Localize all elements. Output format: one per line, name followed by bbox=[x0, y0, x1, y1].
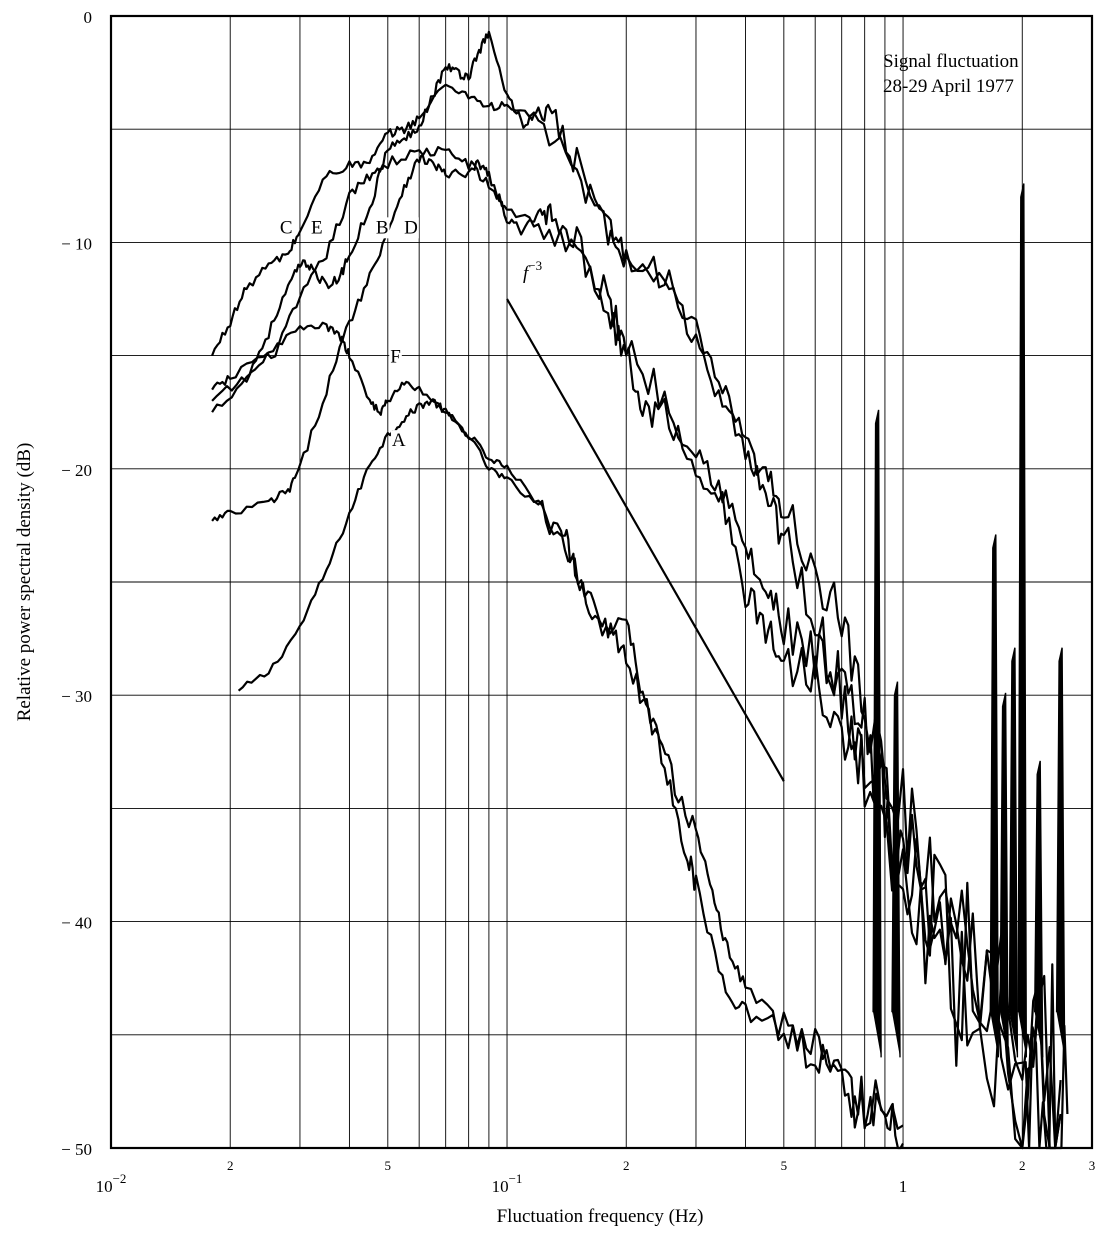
y-tick-label: − 30 bbox=[61, 687, 92, 706]
y-axis-title: Relative power spectral density (dB) bbox=[14, 443, 35, 722]
series-C-line bbox=[211, 83, 1062, 1150]
x-major-tick-label: 1 bbox=[899, 1177, 908, 1196]
x-minor-tick-label: 5 bbox=[385, 1158, 392, 1173]
x-minor-tick-label: 5 bbox=[781, 1158, 788, 1173]
y-tick-label: − 40 bbox=[61, 914, 92, 933]
y-tick-label: − 20 bbox=[61, 461, 92, 480]
spectral-spike bbox=[989, 534, 999, 1058]
spectral-spike bbox=[1008, 647, 1019, 1058]
x-major-tick-label: 10−2 bbox=[96, 1171, 127, 1196]
spectral-spike bbox=[891, 681, 901, 1058]
series-B-line bbox=[211, 146, 1069, 1150]
x-minor-tick-label: 2 bbox=[227, 1158, 234, 1173]
series-label-background bbox=[310, 217, 324, 239]
series-label-C: C bbox=[280, 217, 293, 238]
spectral-spike bbox=[1034, 760, 1044, 1058]
annotation: Signal fluctuation 28-29 April 1977 bbox=[883, 51, 1019, 97]
series-label-background bbox=[389, 346, 402, 368]
y-tick-label: − 10 bbox=[61, 234, 92, 253]
y-tick-label: − 50 bbox=[61, 1140, 92, 1159]
series-A-line bbox=[237, 398, 904, 1150]
y-tick-label: 0 bbox=[84, 8, 93, 27]
series-layer bbox=[211, 30, 1069, 1150]
annotation-line-2: 28-29 April 1977 bbox=[883, 76, 1014, 97]
grid bbox=[111, 16, 1093, 1148]
series-label-F: F bbox=[390, 346, 401, 367]
x-major-tick-label: 10−1 bbox=[492, 1171, 523, 1196]
series-label-B: B bbox=[376, 217, 389, 238]
reference-line-layer: f−3 bbox=[506, 258, 785, 782]
series-label-background bbox=[278, 217, 294, 239]
plot-frame bbox=[109, 14, 1094, 1150]
x-axis-title: Fluctuation frequency (Hz) bbox=[497, 1206, 704, 1227]
spectral-spike bbox=[1017, 183, 1027, 1058]
x-minor-tick-label: 3 bbox=[1089, 1158, 1096, 1173]
spectral-spike bbox=[872, 409, 882, 1058]
series-F-line bbox=[211, 321, 904, 1130]
series-label-E: E bbox=[311, 217, 323, 238]
spectral-spike bbox=[1055, 647, 1066, 1058]
series-E-line bbox=[211, 30, 1062, 1150]
series-label-background bbox=[390, 430, 407, 452]
series-label-background bbox=[403, 217, 419, 239]
reference-line-f-minus-3 bbox=[506, 298, 785, 782]
reference-line-label: f−3 bbox=[523, 258, 542, 284]
series-label-background bbox=[374, 217, 390, 239]
series-label-A: A bbox=[392, 430, 406, 451]
x-minor-tick-label: 2 bbox=[1019, 1158, 1026, 1173]
series-labels: A B C D E F bbox=[278, 217, 419, 452]
x-minor-tick-label: 2 bbox=[623, 1158, 630, 1173]
series-D-line bbox=[211, 154, 1062, 1150]
spectral-spike bbox=[999, 692, 1009, 1058]
series-label-D: D bbox=[404, 217, 418, 238]
annotation-line-1: Signal fluctuation bbox=[883, 51, 1019, 72]
